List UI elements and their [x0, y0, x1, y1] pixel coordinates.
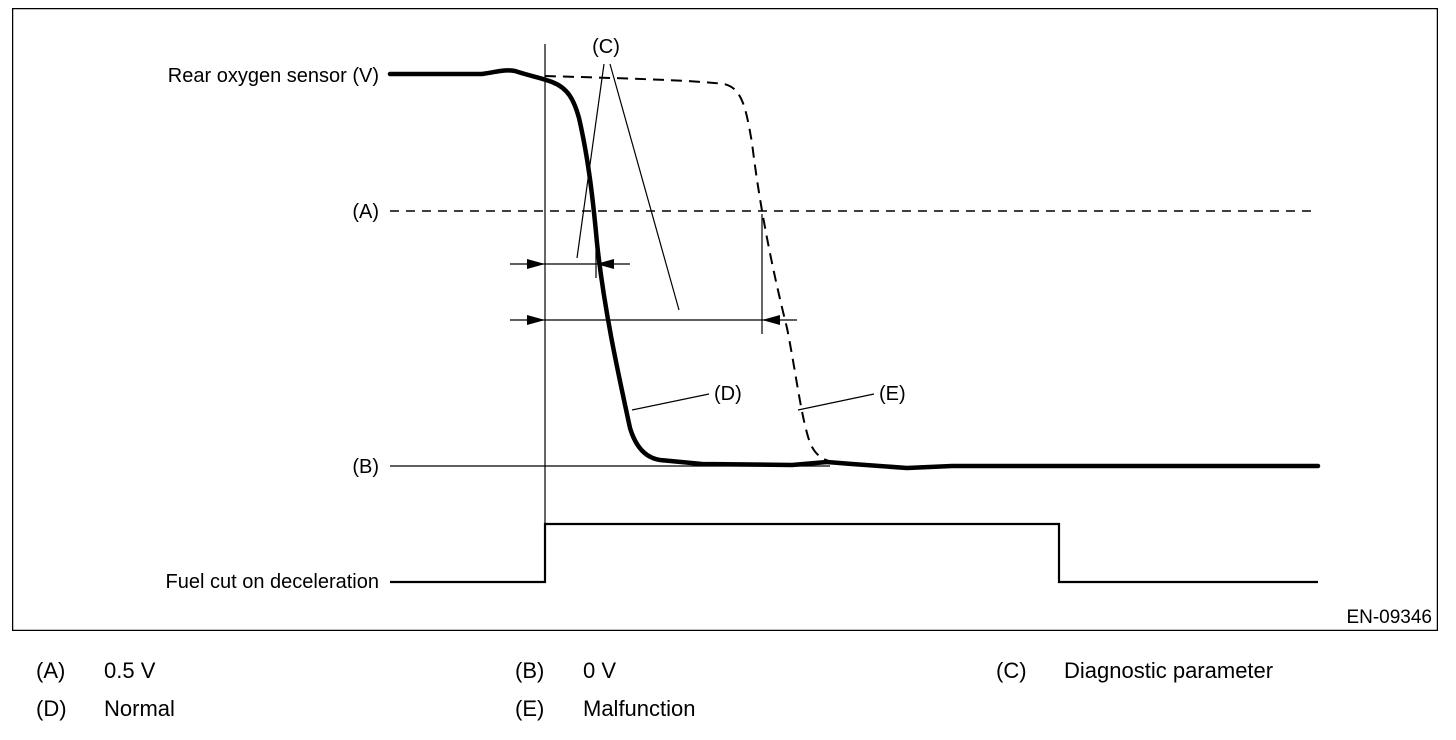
malfunction-delay-arrow-right — [762, 315, 780, 325]
fuel-cut-label: Fuel cut on deceleration — [166, 571, 379, 593]
diagram-border — [12, 8, 1438, 631]
rear-sensor-label: Rear oxygen sensor (V) — [168, 65, 379, 87]
legend-text: 0 V — [583, 658, 617, 683]
callout-e-leader — [797, 393, 875, 411]
legend-key: (A) — [36, 658, 66, 683]
timing-diagram: Rear oxygen sensor (V) (A) (B) Fuel cut … — [12, 8, 1438, 631]
normal-delay-arrow-right — [596, 259, 614, 269]
legend-key: (C) — [996, 658, 1027, 683]
figure-code: EN-09346 — [1346, 607, 1432, 628]
diagram-frame: Rear oxygen sensor (V) (A) (B) Fuel cut … — [12, 8, 1438, 631]
callout-c-leader-normal — [576, 63, 605, 259]
level-a-label: (A) — [352, 201, 379, 223]
legend-key: (D) — [36, 696, 67, 721]
callout-d-leader — [631, 393, 710, 411]
normal-delay-arrow-left — [527, 259, 545, 269]
callout-e-label: (E) — [879, 383, 906, 405]
legend-text: Diagnostic parameter — [1064, 658, 1274, 683]
legend-key: (B) — [515, 658, 545, 683]
malfunction-delay-arrow-left — [527, 315, 545, 325]
legend-text: Normal — [104, 696, 175, 721]
legend-key: (E) — [515, 696, 545, 721]
callout-c-label: (C) — [592, 36, 620, 58]
callout-c-leader-malfunction — [609, 63, 680, 311]
legend-text: 0.5 V — [104, 658, 156, 683]
fuel-cut-signal — [390, 522, 1318, 584]
legend-text: Malfunction — [583, 696, 696, 721]
normal-curve — [387, 68, 1321, 471]
level-b-label: (B) — [352, 456, 379, 478]
callout-d-label: (D) — [714, 383, 742, 405]
malfunction-curve — [544, 75, 838, 464]
